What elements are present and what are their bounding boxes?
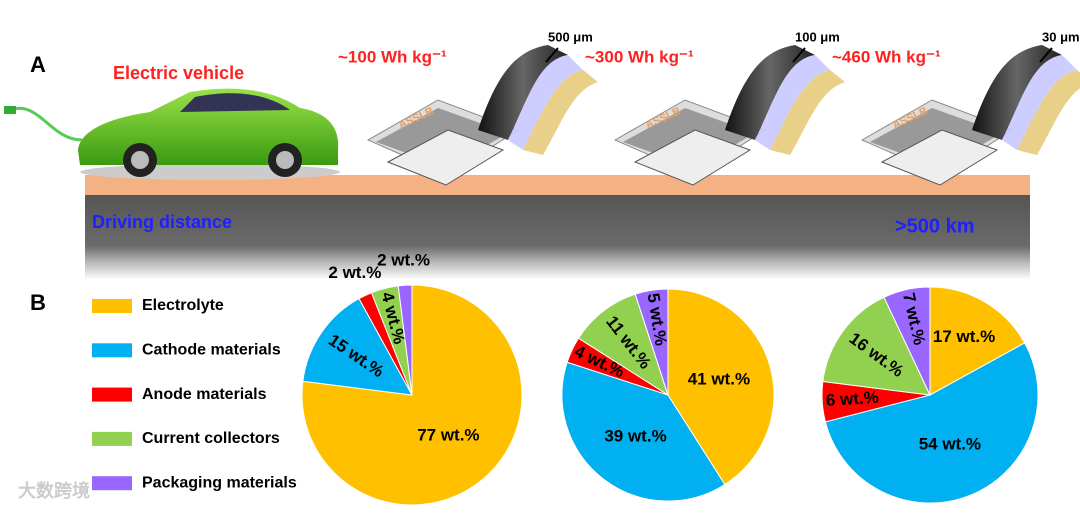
legend-label: Electrolyte [142, 297, 224, 314]
car [4, 88, 340, 180]
pie-slice [883, 286, 931, 396]
legend-label: Packaging materials [142, 474, 297, 491]
legend-label: Current collectors [142, 430, 280, 447]
arrow [545, 47, 559, 63]
pie-slice [561, 361, 726, 502]
panel-label: A [30, 52, 46, 77]
vehicle-label: Electric vehicle [113, 63, 244, 83]
pie-slice [824, 342, 1039, 504]
value-label: 2 wt.% [328, 263, 381, 282]
legend-swatch [92, 343, 132, 358]
pie-slice [577, 293, 669, 397]
thickness: 100 μm [795, 29, 840, 44]
energy-density: ~460 Wh kg⁻¹ [832, 47, 941, 66]
pie-slice [634, 288, 669, 396]
arrow [792, 47, 806, 63]
watermark: 大数跨境 [18, 480, 90, 501]
legend-swatch [92, 299, 132, 313]
road-edge [85, 175, 1030, 195]
value-label: 2 wt.% [377, 251, 430, 270]
energy-density: ~100 Wh kg⁻¹ [338, 47, 447, 66]
value-label: 41 wt.% [688, 370, 750, 389]
distance-label: Driving distance [92, 212, 232, 232]
value-label: 54 wt.% [919, 435, 981, 454]
energy-density: ~300 Wh kg⁻¹ [585, 47, 694, 66]
arrow [1039, 47, 1053, 63]
legend-label: Anode materials [142, 386, 267, 403]
pie-slice [929, 286, 1026, 396]
legend-label: Cathode materials [142, 342, 281, 359]
distance-value: >500 km [895, 215, 975, 237]
value-label: 6 wt.% [825, 388, 879, 410]
legend-swatch [92, 431, 132, 446]
pie-slice [302, 297, 413, 396]
value-label: 17 wt.% [933, 327, 995, 346]
panel-label: B [30, 290, 46, 315]
value-label: 39 wt.% [604, 426, 666, 445]
pie-slice [397, 284, 413, 396]
thickness: 500 μm [548, 29, 593, 44]
road [85, 195, 1030, 280]
thickness: 30 μm [1042, 29, 1080, 44]
legend-swatch [92, 476, 132, 491]
value-label: 77 wt.% [417, 426, 479, 445]
pie-slice [667, 288, 775, 486]
pie-slice [822, 296, 931, 396]
legend-swatch [92, 387, 132, 402]
